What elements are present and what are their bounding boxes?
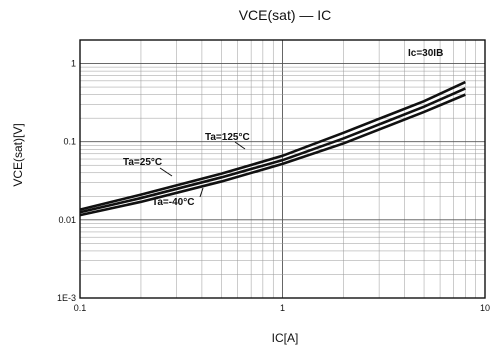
series-label-ta-m40: Ta=-40°C [152,197,194,208]
chart-title: VCE(sat) — IC [239,7,332,23]
y-tick-label: 1E-3 [57,293,76,303]
pointer-ta-125 [234,141,246,150]
series-label-ta-25: Ta=25°C [123,157,162,168]
y-axis-label: VCE(sat)[V] [11,123,25,186]
series-line-2 [79,93,466,217]
series-group [79,80,466,217]
x-tick-label: 0.1 [74,303,87,313]
condition-label: Ic=30IB [408,48,443,59]
series-line-0 [79,80,466,211]
x-tick-label: 10 [480,303,490,313]
x-tick-label: 1 [280,303,285,313]
y-tick-label: 0.1 [63,137,76,147]
grid [79,40,485,298]
pointer-ta-25 [159,167,173,177]
plot-frame [79,39,486,299]
y-tick-label: 0.01 [58,215,76,225]
tick-labels: 0.1 1 10 1E-3 0.01 0.1 1 [57,59,490,313]
series-label-ta-125: Ta=125°C [205,132,250,143]
pointer-ta-m40 [199,187,204,198]
x-axis-label: IC[A] [272,331,299,345]
y-tick-label: 1 [71,59,76,69]
label-pointers [159,141,246,198]
series-line-1 [79,87,466,214]
